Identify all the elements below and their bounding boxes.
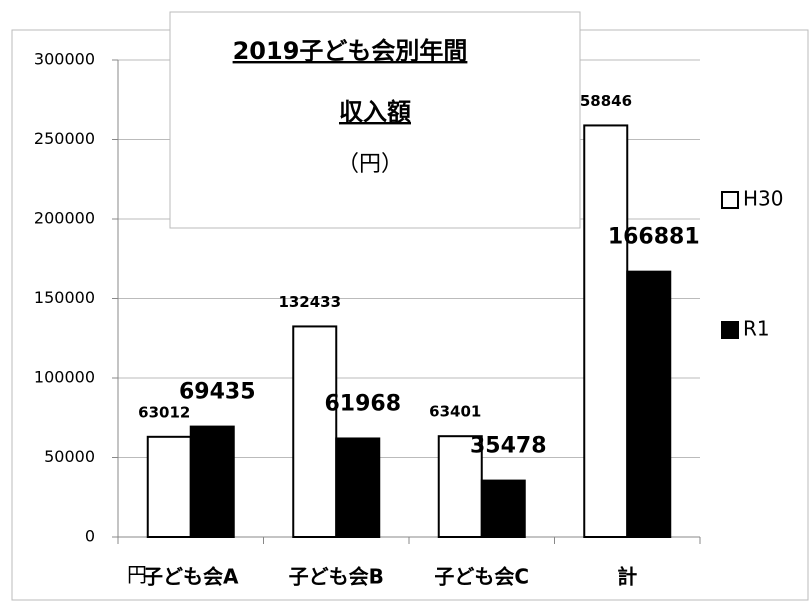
data-label: 69435 [179,380,256,405]
y-tick-label: 300000 [34,50,95,69]
legend-label: R1 [743,317,770,341]
bar [189,425,235,539]
x-tick-label: 子ども会B [289,565,384,589]
unit-note: （円） [337,152,403,177]
legend-swatch [721,191,739,209]
bar [146,435,192,538]
y-tick-label: 250000 [34,129,95,148]
y-unit: 円 [127,563,147,587]
data-label: 61968 [324,391,401,416]
bar [626,270,672,538]
y-tick-label: 100000 [34,368,95,387]
data-label: 63012 [138,403,190,421]
y-tick-label: 0 [85,527,95,546]
data-label: 132433 [278,293,341,311]
data-label: 63401 [429,403,481,421]
x-tick-label: 計 [617,565,637,589]
x-tick-label: 子ども会A [143,565,239,589]
y-tick-label: 200000 [34,209,95,228]
data-label: 258846 [569,92,632,110]
chart-subtitle: 収入額 [339,98,411,126]
legend-swatch [721,321,739,339]
bar [335,437,381,539]
y-tick-label: 150000 [34,288,95,307]
data-label: 166881 [608,225,700,250]
data-label: 35478 [470,434,547,459]
bar [437,435,483,538]
chart-title: 2019子ども会別年間 [233,37,468,65]
legend-label: H30 [743,187,784,211]
bar [292,325,338,538]
x-tick-label: 子ども会C [434,565,529,589]
bar [583,124,629,539]
y-tick-label: 50000 [44,447,95,466]
plot: 0 50000 100000 150000 200000 250000 300000 子ども会… [34,50,701,589]
bar [480,479,526,538]
title-box [169,11,581,229]
